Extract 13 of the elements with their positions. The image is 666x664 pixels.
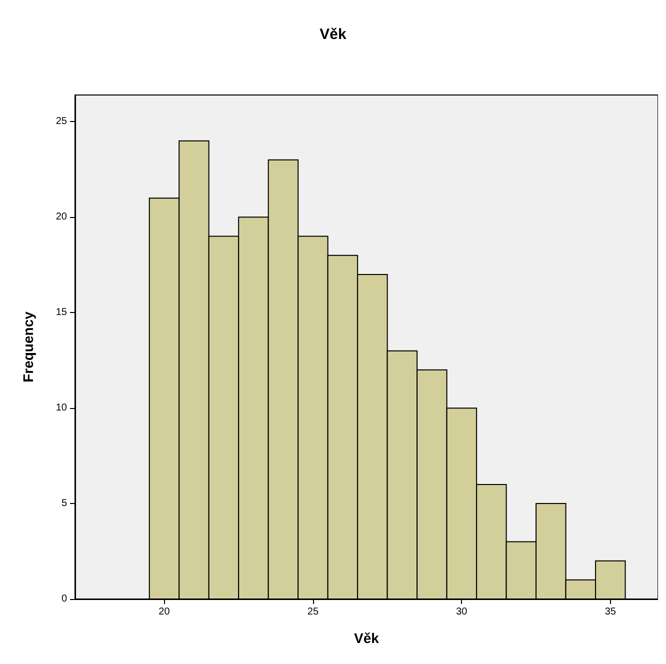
y-tick-label: 15: [56, 307, 68, 318]
y-tick-label: 10: [56, 402, 68, 414]
y-tick-label: 25: [56, 116, 68, 128]
y-tick-label: 5: [61, 498, 68, 510]
y-tick-label: 0: [61, 594, 68, 604]
chart-title: Věk: [320, 26, 347, 43]
x-axis-title: Věk: [354, 630, 380, 646]
x-tick-label: 20: [158, 606, 170, 618]
x-tick-label: 35: [604, 606, 616, 618]
x-tick-label: 30: [456, 606, 468, 618]
y-tick-label: 20: [56, 212, 68, 223]
x-tick-label: 25: [307, 606, 319, 618]
y-axis-title: Frequency: [20, 311, 36, 382]
